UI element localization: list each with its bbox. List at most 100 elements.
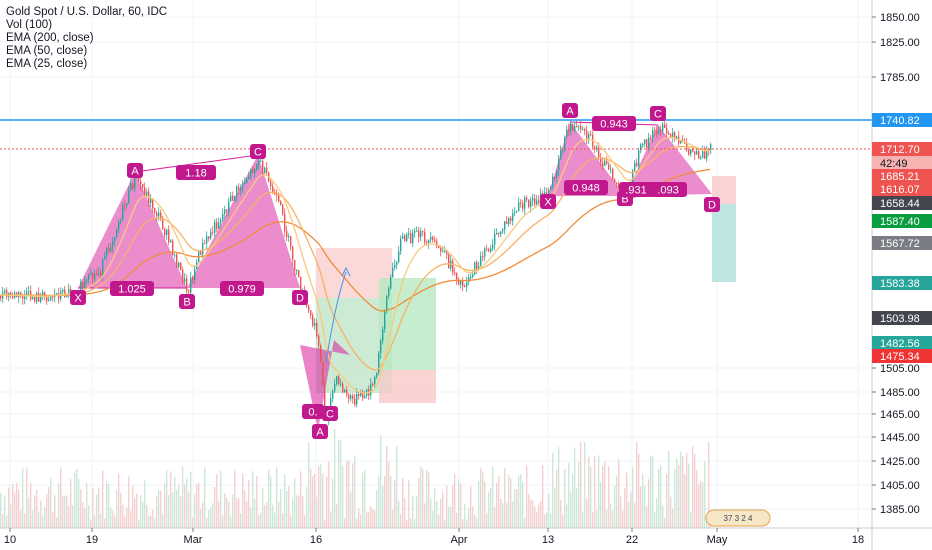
price-label-bg	[872, 196, 932, 210]
volume-bar	[64, 495, 66, 528]
volume-bar	[708, 442, 710, 528]
pattern-label[interactable]: .931	[625, 185, 646, 197]
volume-bar	[156, 495, 158, 528]
volume-bar	[422, 468, 424, 528]
candle-body	[236, 186, 238, 196]
candle-body	[420, 231, 422, 238]
volume-bar	[694, 454, 696, 528]
volume-bar	[430, 498, 432, 528]
volume-bar	[684, 474, 686, 528]
volume-bar	[312, 476, 314, 528]
volume-bar	[640, 486, 642, 528]
candle-body	[468, 277, 470, 283]
volume-bar	[372, 509, 374, 528]
volume-bar	[660, 465, 662, 528]
candle-body	[370, 383, 372, 396]
candle-body	[614, 179, 616, 183]
volume-bar	[374, 510, 376, 528]
volume-bar	[546, 512, 548, 528]
pattern-label[interactable]: D	[296, 293, 304, 305]
candle-body	[156, 212, 158, 217]
pattern-label[interactable]: X	[544, 197, 552, 209]
volume-bar	[406, 519, 408, 528]
volume-bar	[190, 471, 192, 528]
candle-body	[696, 151, 698, 155]
volume-bar	[242, 473, 244, 528]
candle-body	[230, 196, 232, 202]
volume-bar	[210, 507, 212, 528]
pattern-label[interactable]: 1.18	[185, 168, 206, 180]
candle-body	[376, 372, 378, 377]
legend-symbol-title[interactable]: Gold Spot / U.S. Dollar, 60, IDC	[6, 6, 168, 18]
candle-body	[240, 187, 242, 191]
pattern-label[interactable]: A	[316, 427, 324, 439]
legend-ema-25[interactable]: EMA (25, close)	[6, 58, 88, 70]
candle-body	[584, 129, 586, 131]
candle-body	[430, 236, 432, 240]
pattern-label[interactable]: 1.025	[118, 284, 146, 296]
pattern-label[interactable]: B	[621, 194, 628, 206]
pattern-label[interactable]: 0.948	[572, 183, 600, 195]
ema-25-line	[0, 136, 711, 394]
volume-bar	[94, 515, 96, 528]
volume-bar	[704, 461, 706, 528]
pattern-label[interactable]: X	[74, 293, 82, 305]
pattern-label[interactable]: 0.979	[228, 284, 256, 296]
candle-body	[260, 160, 262, 162]
volume-bar	[50, 478, 52, 528]
volume-bar	[116, 490, 118, 528]
pattern-label-bg	[312, 424, 328, 439]
candle-body	[226, 209, 228, 212]
pattern-label[interactable]: D	[708, 200, 716, 212]
volume-bar	[594, 456, 596, 528]
volume-bar	[482, 471, 484, 528]
price-label: 1712.70	[880, 144, 920, 156]
candle-body	[272, 186, 274, 194]
candle-body	[528, 199, 530, 207]
candle-body	[346, 389, 348, 395]
pattern-label[interactable]: A	[131, 166, 139, 178]
pattern-label[interactable]: 0.	[308, 407, 317, 419]
pattern-label[interactable]: C	[326, 409, 334, 421]
pattern-label[interactable]: A	[566, 106, 574, 118]
volume-bar	[490, 487, 492, 528]
candle-body	[130, 183, 132, 190]
volume-bar	[6, 515, 8, 528]
volume-bar	[638, 453, 640, 528]
pattern-label-bg	[250, 144, 266, 159]
volume-bar	[392, 509, 394, 528]
legend-ema-200[interactable]: EMA (200, close)	[6, 32, 94, 44]
pattern-label[interactable]: .093	[657, 185, 678, 197]
volume-bar	[526, 465, 528, 528]
volume-bar	[368, 512, 370, 528]
legend-ema-50[interactable]: EMA (50, close)	[6, 45, 88, 57]
candle-body	[692, 149, 694, 152]
candle-body	[406, 234, 408, 241]
volume-bar	[434, 488, 436, 528]
pattern-label[interactable]: C	[254, 147, 262, 159]
volume-bar	[286, 490, 288, 528]
legend-volume[interactable]: Vol (100)	[6, 19, 53, 31]
candle-body	[320, 345, 322, 362]
volume-event-badge[interactable]: 37 3 2 4	[705, 509, 771, 527]
volume-bar	[250, 507, 252, 528]
volume-bar	[196, 483, 198, 528]
volume-bar	[618, 458, 620, 528]
volume-bar	[206, 518, 208, 528]
volume-bar	[42, 515, 44, 528]
pattern-label[interactable]: B	[183, 297, 190, 309]
candle-body	[652, 130, 654, 139]
candle-body	[110, 247, 112, 252]
candle-body	[292, 246, 294, 260]
candle-body	[162, 218, 164, 230]
volume-bar	[114, 515, 116, 528]
candle-body	[66, 295, 68, 298]
volume-bar	[220, 470, 222, 528]
candle-body	[662, 124, 664, 132]
candle-body	[242, 183, 244, 188]
volume-bar	[230, 516, 232, 528]
pattern-label[interactable]: 0.943	[600, 119, 628, 131]
pattern-label[interactable]: C	[654, 109, 662, 121]
